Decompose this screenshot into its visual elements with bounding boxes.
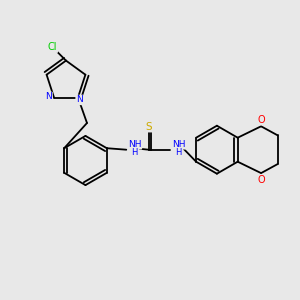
- Text: O: O: [258, 115, 266, 125]
- Text: O: O: [258, 175, 266, 185]
- Text: NH: NH: [172, 140, 185, 149]
- Text: N: N: [76, 95, 83, 104]
- Text: S: S: [146, 122, 152, 132]
- Text: NH: NH: [128, 140, 141, 149]
- Text: H: H: [176, 148, 182, 157]
- Text: Cl: Cl: [48, 42, 57, 52]
- Text: N: N: [45, 92, 52, 101]
- Text: H: H: [131, 148, 138, 157]
